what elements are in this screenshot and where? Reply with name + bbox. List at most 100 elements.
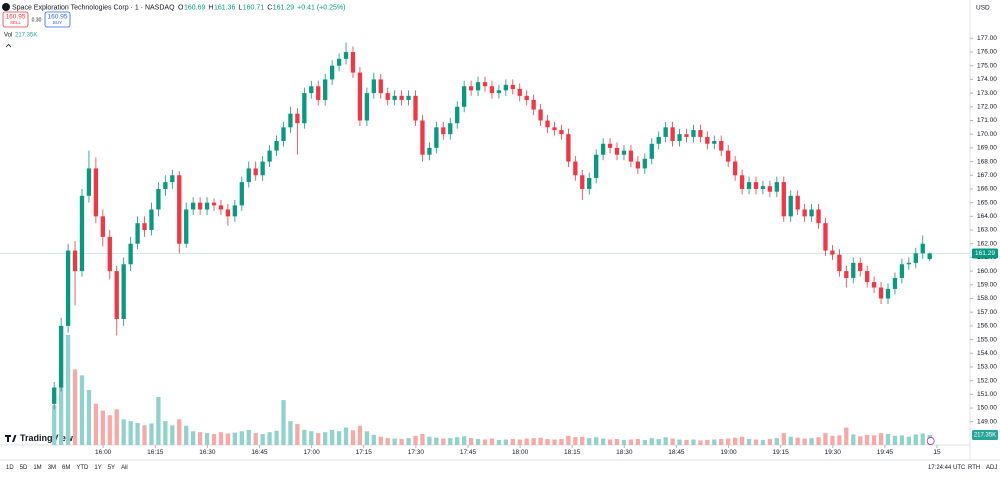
candle-body bbox=[531, 99, 536, 110]
session[interactable]: RTH bbox=[968, 465, 980, 471]
period-button[interactable]: 6M bbox=[62, 465, 70, 471]
volume-bar bbox=[510, 439, 515, 445]
candle-body bbox=[732, 161, 738, 176]
volume-bar bbox=[93, 403, 99, 445]
volume-bar bbox=[795, 437, 800, 445]
period-button[interactable]: 5Y bbox=[108, 465, 115, 471]
last-price-label: 161.29 bbox=[975, 250, 995, 257]
x-tick-label: 19:00 bbox=[720, 449, 737, 456]
y-tick-label: 164.00 bbox=[977, 213, 997, 220]
candle-body bbox=[920, 243, 925, 254]
volume-bar bbox=[336, 431, 342, 445]
sell-label: SELL bbox=[10, 20, 22, 25]
volume-bar bbox=[260, 434, 265, 445]
ohlc-key: C bbox=[267, 4, 272, 11]
volume-bar bbox=[482, 439, 488, 445]
period-button[interactable]: YTD bbox=[76, 465, 89, 471]
volume-bar bbox=[719, 439, 724, 445]
volume-bar bbox=[197, 432, 203, 445]
change: +0.41 (+0.25%) bbox=[297, 4, 345, 11]
volume-bar bbox=[746, 439, 752, 445]
volume-bar bbox=[774, 438, 779, 445]
candle-body bbox=[239, 182, 244, 206]
y-tick-label: 157.00 bbox=[977, 309, 997, 316]
volume-bar bbox=[656, 439, 661, 445]
adjust[interactable]: ADJ bbox=[986, 465, 997, 471]
collapse-icon[interactable] bbox=[5, 43, 12, 48]
candle-body bbox=[844, 271, 849, 278]
volume-bar bbox=[448, 438, 453, 445]
candle-body bbox=[65, 250, 71, 326]
candle-body bbox=[566, 134, 571, 162]
candle-body bbox=[726, 150, 731, 162]
period-button[interactable]: 1M bbox=[33, 465, 41, 471]
volume-bar bbox=[781, 433, 786, 445]
volume-bar bbox=[58, 385, 64, 445]
candle-body bbox=[524, 95, 529, 100]
volume-bar bbox=[218, 432, 224, 445]
spread: 0.30 bbox=[32, 17, 42, 23]
volume-bar bbox=[357, 425, 363, 445]
volume-bar bbox=[538, 437, 543, 445]
x-tick-label: 18:15 bbox=[564, 449, 581, 456]
candle-body bbox=[698, 130, 703, 137]
volume-bar bbox=[670, 438, 675, 445]
volume-bar bbox=[837, 435, 842, 445]
candle-body bbox=[830, 250, 835, 255]
candle-body bbox=[600, 143, 606, 155]
period-button[interactable]: 1Y bbox=[94, 465, 101, 471]
period-button[interactable]: 1D bbox=[6, 465, 14, 471]
period-button[interactable]: 3M bbox=[48, 465, 56, 471]
period-button[interactable]: All bbox=[121, 465, 128, 471]
x-tick-label: 16:00 bbox=[95, 449, 112, 456]
volume-bar bbox=[739, 436, 745, 445]
brand-logo bbox=[5, 435, 17, 442]
candle-body bbox=[357, 72, 363, 121]
y-tick-label: 150.00 bbox=[977, 405, 997, 412]
ohlc-key: O bbox=[178, 4, 184, 11]
candle-body bbox=[260, 161, 265, 176]
candle-body bbox=[823, 223, 828, 251]
period-button[interactable]: 5D bbox=[20, 465, 28, 471]
volume-bar bbox=[885, 434, 891, 445]
ohlc-legend: O 160.69 H 161.36 L 160.71 C 161.29 +0.41 (+0.25… bbox=[178, 4, 345, 11]
currency[interactable]: USD bbox=[976, 5, 990, 12]
candle-body bbox=[545, 120, 550, 128]
candle-body bbox=[462, 86, 467, 107]
volume-bar bbox=[79, 375, 85, 445]
volume-bar bbox=[607, 439, 613, 445]
candle-body bbox=[406, 95, 411, 100]
replay-icon[interactable] bbox=[926, 437, 935, 445]
ohlc-key: L bbox=[238, 4, 242, 11]
candle-body bbox=[684, 134, 689, 137]
candle-body bbox=[191, 202, 196, 210]
volume-bar bbox=[621, 439, 627, 445]
volume-bar bbox=[732, 437, 738, 445]
volume-bar bbox=[871, 435, 877, 445]
candle-body bbox=[510, 84, 515, 89]
candle-body bbox=[475, 82, 481, 91]
y-tick-label: 162.00 bbox=[977, 240, 997, 247]
x-tick-label: 15 bbox=[933, 449, 941, 456]
volume-bar bbox=[253, 433, 258, 445]
ohlc-key: H bbox=[208, 4, 213, 11]
volume-bar bbox=[420, 434, 425, 445]
buy-price: 160.95 bbox=[48, 14, 68, 21]
volume-bar bbox=[191, 431, 196, 445]
symbol-title[interactable]: Space Exploration Technologies Corp · 1 … bbox=[12, 4, 175, 11]
candle-body bbox=[468, 86, 474, 91]
x-tick-label: 17:00 bbox=[303, 449, 320, 456]
ohlc-value: 160.71 bbox=[243, 4, 265, 11]
volume-bar bbox=[809, 438, 814, 445]
candle-body bbox=[281, 127, 286, 142]
candle-body bbox=[719, 141, 724, 151]
y-tick-label: 168.00 bbox=[977, 158, 997, 165]
buy-button[interactable] bbox=[44, 11, 71, 28]
volume-bar bbox=[86, 390, 92, 445]
sell-button[interactable] bbox=[2, 11, 29, 28]
volume-bar bbox=[580, 436, 585, 445]
volume-bar bbox=[309, 431, 314, 445]
y-tick-label: 152.00 bbox=[977, 377, 997, 384]
candle-body bbox=[302, 93, 307, 124]
x-tick-label: 17:45 bbox=[460, 449, 477, 456]
